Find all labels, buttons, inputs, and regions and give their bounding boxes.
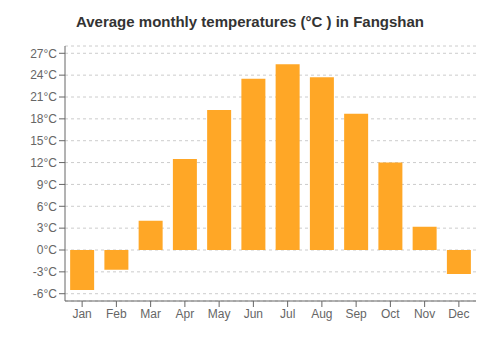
svg-text:Sep: Sep: [345, 307, 367, 321]
svg-text:15°C: 15°C: [30, 134, 57, 148]
html-text:Average monthly temperatures (: Average monthly temperatures (°C ) in Fa…: [76, 13, 424, 30]
svg-text:-6°C: -6°C: [33, 287, 57, 301]
svg-text:27°C: 27°C: [30, 47, 57, 61]
svg-text:Dec: Dec: [448, 307, 469, 321]
svg-text:Mar: Mar: [140, 307, 161, 321]
svg-text:Nov: Nov: [414, 307, 435, 321]
svg-text:Oct: Oct: [381, 307, 400, 321]
svg-text:Apr: Apr: [176, 307, 195, 321]
svg-text:6°C: 6°C: [37, 200, 57, 214]
svg-text:18°C: 18°C: [30, 112, 57, 126]
svg-text:3°C: 3°C: [37, 221, 57, 235]
svg-text:9°C: 9°C: [37, 178, 57, 192]
svg-text:Feb: Feb: [106, 307, 127, 321]
svg-text:Jun: Jun: [244, 307, 263, 321]
svg-text:-3°C: -3°C: [33, 265, 57, 279]
svg-text:May: May: [208, 307, 231, 321]
svg-text:0°C: 0°C: [37, 243, 57, 257]
svg-text:24°C: 24°C: [30, 68, 57, 82]
svg-text:Jul: Jul: [280, 307, 295, 321]
svg-text:12°C: 12°C: [30, 156, 57, 170]
svg-text:Jan: Jan: [72, 307, 91, 321]
svg-text:21°C: 21°C: [30, 90, 57, 104]
svg-text:Aug: Aug: [311, 307, 332, 321]
